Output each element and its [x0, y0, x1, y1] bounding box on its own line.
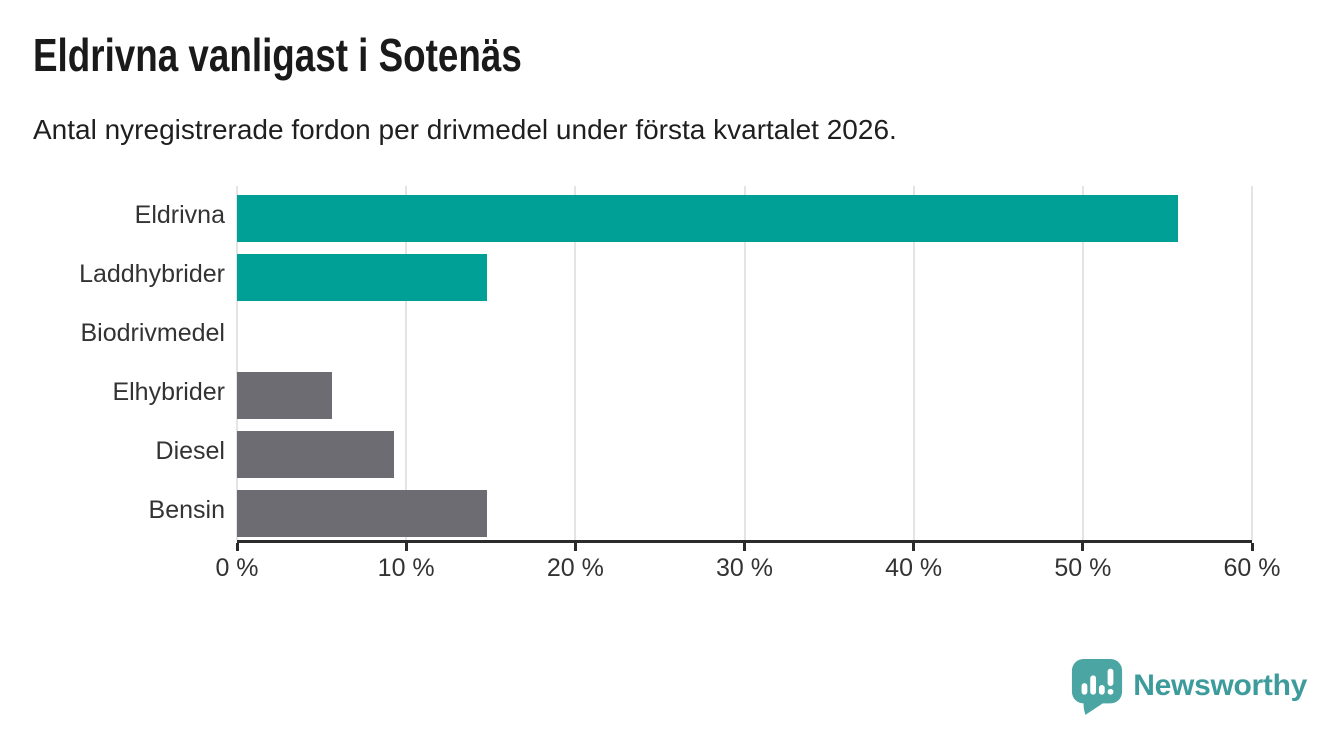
tick-label-50: 50 %	[1054, 554, 1112, 582]
tick-label-40: 40 %	[885, 554, 943, 582]
tick-label-10: 10 %	[377, 554, 435, 582]
tick-label-60: 60 %	[1223, 554, 1281, 582]
category-label-eldrivna: Eldrivna	[134, 201, 225, 229]
gridline-30	[743, 186, 746, 540]
chart-title: Eldrivna vanligast i Sotenäs	[33, 29, 522, 81]
tick-label-20: 20 %	[546, 554, 604, 582]
gridline-60	[1251, 186, 1253, 540]
tickmark-20	[573, 543, 577, 551]
x-axis-tick-labels: 0 % 10 % 20 % 30 % 40 % 50 % 60 %	[215, 554, 1280, 588]
bar-elhybrider	[237, 372, 332, 419]
tickmark-40	[912, 543, 916, 551]
category-label-diesel: Diesel	[155, 437, 225, 465]
bar-diesel	[237, 431, 395, 478]
tick-label-0: 0 %	[215, 554, 259, 582]
gridline-50	[1081, 186, 1084, 540]
gridline-0	[236, 186, 238, 540]
tick-label-30: 30 %	[716, 554, 773, 582]
tickmark-50	[1081, 543, 1085, 551]
bar-bensin	[237, 490, 488, 537]
newsworthy-bubble-chart-icon	[1072, 659, 1123, 715]
tickmark-30	[743, 543, 746, 551]
y-axis-category-labels: Eldrivna Laddhybrider Biodrivmedel Elhybrid…	[0, 186, 225, 540]
plot-area	[235, 186, 1254, 551]
category-label-bensin: Bensin	[148, 496, 225, 524]
newsworthy-logo-text: Newsworthy	[1133, 669, 1307, 702]
bar-laddhybrider	[237, 254, 488, 301]
gridline-10	[405, 186, 408, 540]
tickmark-60	[1250, 543, 1254, 551]
bar-eldrivna	[237, 195, 1178, 242]
newsworthy-logo: Newsworthy	[1070, 657, 1307, 715]
category-label-laddhybrider: Laddhybrider	[79, 260, 225, 288]
category-label-elhybrider: Elhybrider	[112, 378, 225, 406]
gridline-20	[574, 186, 577, 540]
category-label-biodrivmedel: Biodrivmedel	[80, 319, 225, 347]
tickmark-10	[404, 543, 408, 551]
gridline-40	[912, 186, 915, 540]
tickmark-0	[235, 543, 239, 551]
chart-subtitle: Antal nyregistrerade fordon per drivmede…	[33, 114, 897, 145]
